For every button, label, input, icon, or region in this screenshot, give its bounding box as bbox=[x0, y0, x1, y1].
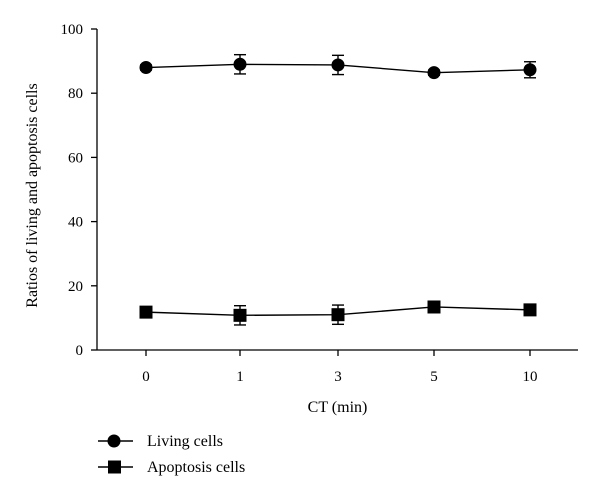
legend-marker-living bbox=[107, 434, 121, 448]
data-point bbox=[331, 58, 345, 72]
series-apoptosis bbox=[139, 300, 537, 326]
x-tick-label: 5 bbox=[430, 369, 438, 385]
x-tick-label: 10 bbox=[523, 369, 538, 385]
x-tick-label: 0 bbox=[142, 369, 150, 385]
data-point bbox=[523, 63, 537, 77]
x-tick-label: 3 bbox=[334, 369, 342, 385]
y-tick-label: 100 bbox=[61, 22, 84, 38]
x-axis-title: CT (min) bbox=[308, 399, 368, 416]
y-tick-label: 20 bbox=[68, 279, 83, 295]
series-living bbox=[139, 53, 537, 80]
data-point bbox=[427, 300, 441, 314]
data-point bbox=[233, 308, 247, 322]
data-point bbox=[331, 308, 345, 322]
data-point bbox=[139, 305, 153, 319]
legend: Living cells Apoptosis cells bbox=[98, 433, 245, 476]
series-layer bbox=[139, 53, 537, 326]
y-tick-label: 80 bbox=[68, 86, 83, 102]
data-point bbox=[427, 66, 441, 80]
x-tick-label: 1 bbox=[236, 369, 244, 385]
y-tick-label: 60 bbox=[68, 150, 83, 166]
legend-marker-apoptosis bbox=[108, 460, 121, 474]
legend-label-apoptosis: Apoptosis cells bbox=[147, 459, 245, 476]
data-point bbox=[139, 61, 153, 75]
y-tick-label: 40 bbox=[68, 215, 83, 231]
y-tick-label: 0 bbox=[76, 343, 84, 359]
y-axis-title: Ratios of living and apoptosis cells bbox=[24, 83, 41, 307]
legend-label-living: Living cells bbox=[147, 433, 223, 450]
axes: 0 20 40 60 80 100 0 1 3 5 10 bbox=[61, 22, 578, 385]
data-point bbox=[233, 57, 247, 71]
legend-item-living: Living cells bbox=[98, 433, 223, 450]
legend-item-apoptosis: Apoptosis cells bbox=[98, 459, 245, 476]
data-point bbox=[523, 303, 537, 317]
